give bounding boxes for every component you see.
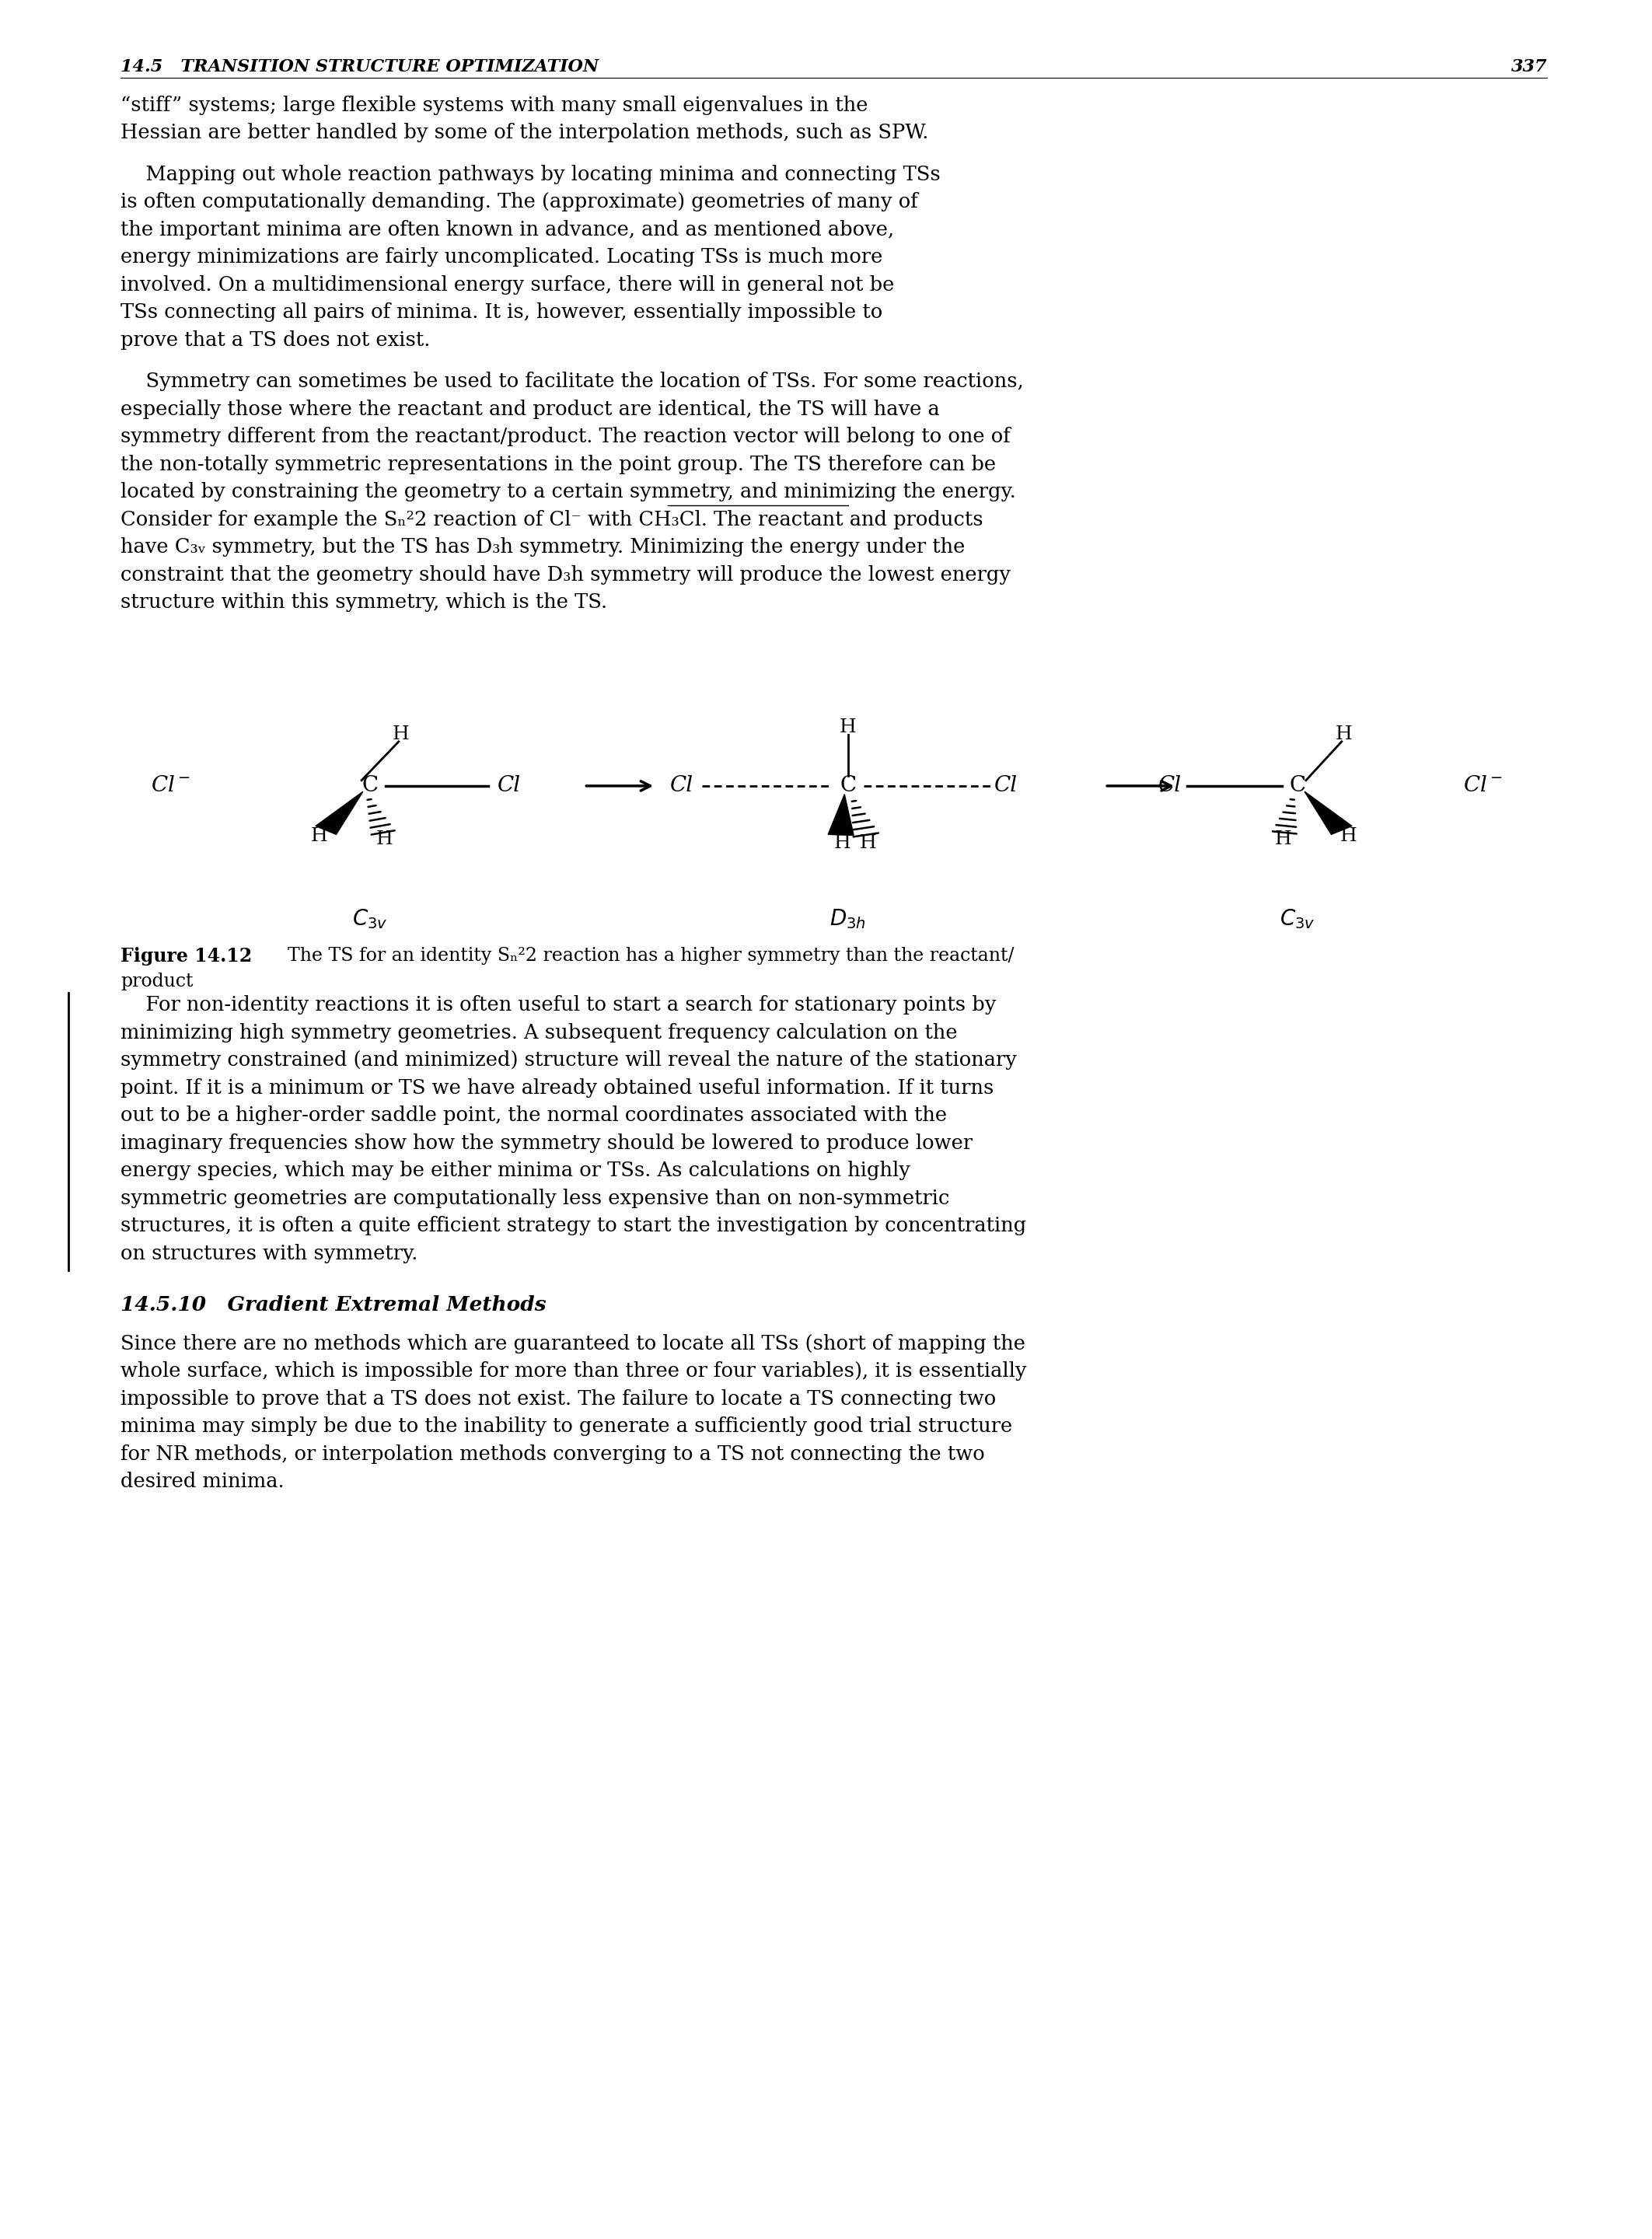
Text: especially those where the reactant and product are identical, the TS will have : especially those where the reactant and …: [121, 399, 940, 419]
Text: imaginary frequencies show how the symmetry should be lowered to produce lower: imaginary frequencies show how the symme…: [121, 1133, 973, 1153]
Text: C: C: [839, 775, 856, 797]
Text: whole surface, which is impossible for more than three or four variables), it is: whole surface, which is impossible for m…: [121, 1361, 1026, 1381]
Text: the important minima are often known in advance, and as mentioned above,: the important minima are often known in …: [121, 219, 894, 240]
Text: TSs connecting all pairs of minima. It is, however, essentially impossible to: TSs connecting all pairs of minima. It i…: [121, 302, 882, 322]
Text: Mapping out whole reaction pathways by locating minima and connecting TSs: Mapping out whole reaction pathways by l…: [121, 166, 940, 184]
Text: 14.5   TRANSITION STRUCTURE OPTIMIZATION: 14.5 TRANSITION STRUCTURE OPTIMIZATION: [121, 58, 598, 76]
Text: H: H: [839, 719, 856, 737]
Text: 337: 337: [1512, 58, 1546, 76]
Text: H: H: [393, 725, 410, 743]
Text: constraint that the geometry should have D₃h symmetry will produce the lowest en: constraint that the geometry should have…: [121, 564, 1011, 584]
Text: H: H: [834, 833, 851, 851]
Text: energy species, which may be either minima or TSs. As calculations on highly: energy species, which may be either mini…: [121, 1162, 910, 1180]
Text: have C₃ᵥ symmetry, but the TS has D₃h symmetry. Minimizing the energy under the: have C₃ᵥ symmetry, but the TS has D₃h sy…: [121, 537, 965, 558]
Text: structures, it is often a quite efficient strategy to start the investigation by: structures, it is often a quite efficien…: [121, 1216, 1026, 1236]
Text: Cl: Cl: [669, 775, 694, 797]
Text: for NR methods, or interpolation methods converging to a TS not connecting the t: for NR methods, or interpolation methods…: [121, 1444, 985, 1464]
Text: H: H: [1275, 831, 1292, 849]
Text: energy minimizations are fairly uncomplicated. Locating TSs is much more: energy minimizations are fairly uncompli…: [121, 249, 882, 266]
Text: structure within this symmetry, which is the TS.: structure within this symmetry, which is…: [121, 593, 608, 611]
Text: Symmetry can sometimes be used to facilitate the location of TSs. For some react: Symmetry can sometimes be used to facili…: [121, 372, 1024, 392]
Text: $C_{3v}$: $C_{3v}$: [1280, 907, 1315, 931]
Text: is often computationally demanding. The (approximate) geometries of many of: is often computationally demanding. The …: [121, 193, 919, 213]
Text: The TS for an identity Sₙ²2 reaction has a higher symmetry than the reactant/: The TS for an identity Sₙ²2 reaction has…: [276, 947, 1014, 965]
Polygon shape: [1305, 793, 1351, 835]
Text: C: C: [362, 775, 378, 797]
Text: Cl: Cl: [995, 775, 1018, 797]
Text: Cl: Cl: [1158, 775, 1181, 797]
Text: located by constraining the geometry to a certain symmetry, and minimizing the e: located by constraining the geometry to …: [121, 481, 1016, 502]
Text: $C_{3v}$: $C_{3v}$: [352, 907, 388, 931]
Text: symmetric geometries are computationally less expensive than on non-symmetric: symmetric geometries are computationally…: [121, 1189, 950, 1209]
Text: Cl$^-$: Cl$^-$: [150, 775, 190, 797]
Text: For non-identity reactions it is often useful to start a search for stationary p: For non-identity reactions it is often u…: [121, 996, 996, 1014]
Text: minimizing high symmetry geometries. A subsequent frequency calculation on the: minimizing high symmetry geometries. A s…: [121, 1023, 958, 1043]
Text: out to be a higher-order saddle point, the normal coordinates associated with th: out to be a higher-order saddle point, t…: [121, 1106, 947, 1126]
Polygon shape: [828, 795, 854, 835]
Text: Cl$^-$: Cl$^-$: [1464, 775, 1502, 797]
Text: minima may simply be due to the inability to generate a sufficiently good trial : minima may simply be due to the inabilit…: [121, 1417, 1013, 1435]
Text: impossible to prove that a TS does not exist. The failure to locate a TS connect: impossible to prove that a TS does not e…: [121, 1388, 996, 1408]
Text: symmetry constrained (and minimized) structure will reveal the nature of the sta: symmetry constrained (and minimized) str…: [121, 1050, 1016, 1070]
Text: involved. On a multidimensional energy surface, there will in general not be: involved. On a multidimensional energy s…: [121, 275, 894, 296]
Text: H: H: [377, 831, 393, 849]
Text: prove that a TS does not exist.: prove that a TS does not exist.: [121, 331, 430, 349]
Text: product: product: [121, 972, 193, 990]
Text: Hessian are better handled by some of the interpolation methods, such as SPW.: Hessian are better handled by some of th…: [121, 123, 928, 143]
Text: point. If it is a minimum or TS we have already obtained useful information. If : point. If it is a minimum or TS we have …: [121, 1079, 995, 1097]
Text: on structures with symmetry.: on structures with symmetry.: [121, 1245, 418, 1263]
Text: H: H: [1335, 725, 1353, 743]
Text: C: C: [1289, 775, 1305, 797]
Text: H: H: [311, 828, 327, 846]
Text: Cl: Cl: [497, 775, 520, 797]
Text: $D_{3h}$: $D_{3h}$: [829, 907, 866, 931]
Text: H: H: [1340, 828, 1358, 846]
Text: desired minima.: desired minima.: [121, 1471, 284, 1491]
Text: 14.5.10   Gradient Extremal Methods: 14.5.10 Gradient Extremal Methods: [121, 1294, 547, 1314]
Text: “stiff” systems; large flexible systems with many small eigenvalues in the: “stiff” systems; large flexible systems …: [121, 96, 867, 114]
Text: Figure 14.12: Figure 14.12: [121, 947, 253, 965]
Text: Consider for example the Sₙ²2 reaction of Cl⁻ with CH₃Cl. The reactant and produ: Consider for example the Sₙ²2 reaction o…: [121, 510, 983, 528]
Text: Since there are no methods which are guaranteed to locate all TSs (short of mapp: Since there are no methods which are gua…: [121, 1334, 1026, 1352]
Text: H: H: [859, 833, 877, 851]
Text: symmetry different from the reactant/product. The reaction vector will belong to: symmetry different from the reactant/pro…: [121, 428, 1011, 446]
Polygon shape: [316, 793, 363, 835]
Text: the non-totally symmetric representations in the point group. The TS therefore c: the non-totally symmetric representation…: [121, 455, 996, 475]
